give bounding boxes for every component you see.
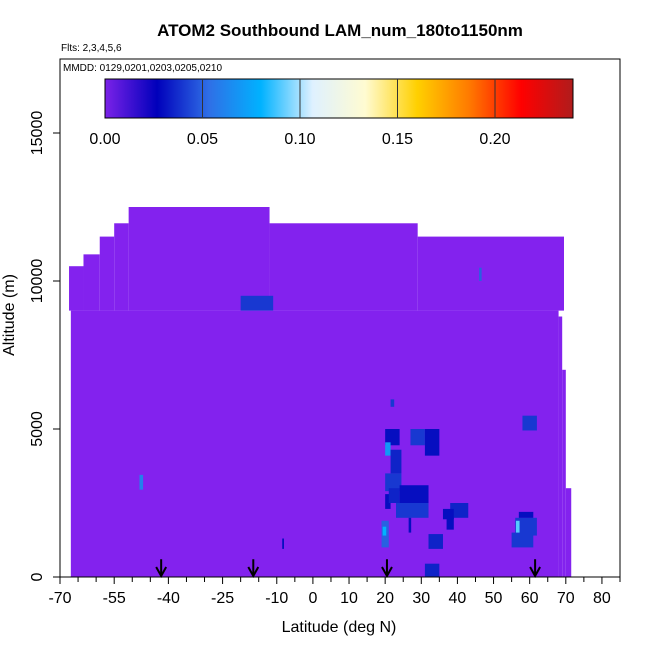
heatmap-cell xyxy=(282,538,284,549)
heatmap-cell xyxy=(408,517,412,533)
heatmap-cell xyxy=(388,488,400,503)
x-tick-label: -40 xyxy=(157,590,180,607)
flight-arrow xyxy=(247,559,260,579)
y-tick-label: 5000 xyxy=(29,411,46,447)
x-tick-label: -10 xyxy=(265,590,288,607)
coverage-region xyxy=(83,254,100,311)
x-axis-label: Latitude (deg N) xyxy=(282,619,397,636)
heatmap-cell xyxy=(424,563,440,577)
heatmap-cell xyxy=(139,474,144,490)
colorbar: 0.00 0.05 0.10 0.15 0.20 xyxy=(89,78,574,148)
colorbar-tick-label: 0.20 xyxy=(479,131,510,148)
y-tick-label: 0 xyxy=(29,572,46,581)
coverage-region xyxy=(114,223,129,311)
heatmap-cell xyxy=(428,534,443,549)
x-tick-label: -70 xyxy=(48,590,71,607)
heatmap-cell xyxy=(240,295,274,311)
dates-label: MMDD: 0129,0201,0203,0205,0210 xyxy=(63,63,222,74)
flights-label: Flts: 2,3,4,5,6 xyxy=(61,43,122,54)
coverage-region xyxy=(417,236,564,311)
heatmap-cell xyxy=(515,517,537,536)
heatmap-cell xyxy=(382,526,387,536)
coverage-region xyxy=(70,310,559,577)
heatmap-cell xyxy=(396,503,429,518)
colorbar-gradient xyxy=(104,78,574,119)
plot-area xyxy=(59,58,621,579)
plot-frame xyxy=(59,58,621,578)
heatmap-cell xyxy=(515,520,520,533)
y-tick-label: 10000 xyxy=(29,259,46,304)
heatmap-cell xyxy=(390,399,395,407)
heatmap-cell xyxy=(410,429,425,446)
x-tick-label: 50 xyxy=(485,590,503,607)
y-tick-label: 15000 xyxy=(29,111,46,156)
heatmap-cell xyxy=(385,429,400,446)
heatmap-cell xyxy=(390,449,402,474)
heatmap-cell xyxy=(385,442,391,456)
heatmap-cell xyxy=(446,517,454,530)
x-tick-label: 70 xyxy=(557,590,575,607)
coverage-region xyxy=(69,266,84,311)
coverage-region xyxy=(269,223,418,311)
x-tick-label: -25 xyxy=(211,590,234,607)
heatmap-cell xyxy=(479,267,482,281)
coverage-region xyxy=(99,236,115,311)
heatmap-cell xyxy=(511,532,534,548)
coverage-region xyxy=(128,207,270,311)
heatmap-cell xyxy=(399,485,429,503)
heatmap-cell xyxy=(450,503,469,518)
heatmap-cell xyxy=(442,508,454,520)
coverage-region xyxy=(558,316,563,577)
heatmap-cell xyxy=(385,494,391,509)
x-tick-label: 40 xyxy=(449,590,467,607)
flight-arrow xyxy=(155,559,168,579)
coverage-region xyxy=(562,369,566,577)
x-tick-label: 30 xyxy=(412,590,430,607)
heatmap-cell xyxy=(522,415,537,431)
heatmap-cell xyxy=(518,511,534,518)
colorbar-tick-label: 0.15 xyxy=(382,131,413,148)
x-tick-label: 0 xyxy=(308,590,317,607)
heatmap-cell xyxy=(385,473,402,492)
coverage-region xyxy=(565,488,572,577)
colorbar-tick-label: 0.05 xyxy=(187,131,218,148)
x-tick-label: 60 xyxy=(521,590,539,607)
x-tick-label: -55 xyxy=(103,590,126,607)
x-tick-label: 10 xyxy=(340,590,358,607)
heatmap-cell xyxy=(424,429,440,456)
colorbar-tick-label: 0.10 xyxy=(284,131,315,148)
x-tick-label: 80 xyxy=(593,590,611,607)
flight-arrow xyxy=(529,559,541,579)
y-axis-label: Altitude (m) xyxy=(1,274,18,356)
x-tick-label: 20 xyxy=(376,590,394,607)
axes: -70 -55 -40 -25 -10 0 10 20 30 40 50 60 70 80 0 5000 100… xyxy=(29,111,621,607)
colorbar-tick-label: 0.00 xyxy=(89,131,120,148)
chart-title: ATOM2 Southbound LAM_num_180to1150nm xyxy=(157,21,523,40)
flight-arrow xyxy=(381,559,393,579)
